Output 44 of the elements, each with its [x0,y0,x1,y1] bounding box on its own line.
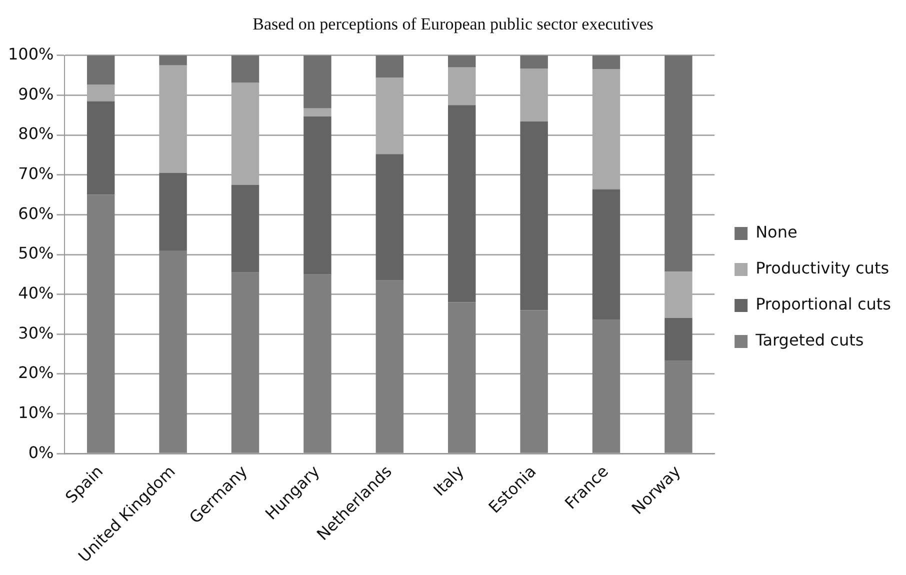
bar [520,55,548,69]
y-tick-label: 60% [18,204,54,223]
bar [231,184,260,272]
bar [304,116,332,274]
legend-label: None [756,222,798,242]
bar [86,55,115,84]
bar [520,310,548,453]
y-tick-label: 10% [18,402,54,422]
y-tick-label: 70% [18,164,54,184]
bar [664,318,692,361]
bar [304,274,332,453]
y-tick-label: 50% [18,244,54,263]
legend-label: Proportional cuts [756,294,891,314]
bar [448,105,476,302]
bar [664,360,692,453]
y-tick-label: 40% [18,283,54,302]
bar [304,108,332,116]
bar [231,55,260,82]
bar [304,55,332,108]
bar [159,250,187,453]
bar [592,189,620,320]
y-tick-label: 20% [18,363,54,382]
legend-label: Productivity cuts [756,258,890,278]
y-tick-label: 90% [18,84,54,104]
bar [86,101,115,195]
bar [376,280,404,453]
bar [448,302,476,453]
bar [231,272,260,453]
bar [448,55,476,68]
chart-title: Based on perceptions of European public sector executives [252,14,654,34]
bar [592,320,620,453]
bar [592,55,620,69]
bar [520,122,548,310]
bar [86,194,115,453]
bar [159,55,187,66]
y-tick-label: 0% [28,442,54,462]
legend-label: Targeted cuts [754,330,864,350]
bar [376,154,404,280]
y-tick-label: 100% [8,44,54,64]
bar [376,55,404,78]
bar [664,55,692,272]
bar [159,172,187,251]
y-tick-label: 80% [18,124,54,144]
y-tick-label: 30% [18,323,54,342]
